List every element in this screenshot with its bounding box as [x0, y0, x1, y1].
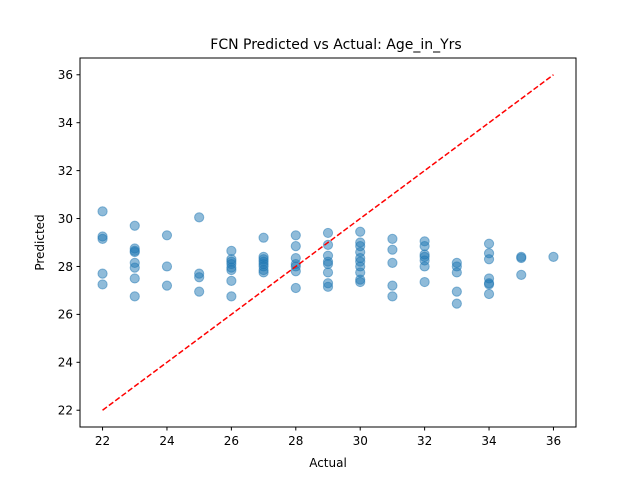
data-point: [483, 254, 495, 265]
data-point: [483, 279, 495, 290]
data-point: [387, 291, 398, 302]
data-point: [129, 291, 140, 302]
x-tick-label: 24: [159, 434, 174, 448]
data-point: [516, 269, 527, 280]
data-point: [516, 252, 527, 264]
y-tick-label: 28: [58, 260, 73, 274]
data-point: [419, 276, 430, 288]
data-point: [97, 233, 108, 245]
y-tick-label: 32: [58, 164, 73, 178]
data-point: [97, 268, 108, 279]
data-point: [355, 226, 366, 237]
data-point: [226, 275, 237, 286]
plot-frame: [79, 57, 577, 428]
y-tick-label: 24: [58, 356, 73, 370]
data-point: [258, 232, 269, 243]
y-tick-label: 34: [58, 116, 73, 130]
data-point: [355, 276, 366, 288]
data-point: [129, 262, 140, 273]
data-point: [322, 281, 334, 292]
data-point: [129, 220, 140, 231]
x-axis-label: Actual: [309, 456, 347, 470]
data-point: [161, 261, 173, 272]
chart-title: FCN Predicted vs Actual: Age_in_Yrs: [210, 37, 461, 53]
data-point: [290, 240, 301, 252]
x-tick-label: 28: [288, 434, 303, 448]
x-tick-label: 30: [353, 434, 368, 448]
data-point: [451, 298, 462, 309]
data-point: [97, 206, 108, 217]
x-tick-label: 34: [481, 434, 496, 448]
data-point: [419, 261, 430, 272]
data-point: [97, 279, 108, 290]
y-tick-label: 36: [58, 68, 73, 82]
data-point: [161, 280, 173, 291]
data-point: [290, 282, 301, 294]
data-point: [387, 233, 398, 245]
data-point: [226, 264, 237, 276]
data-point: [226, 291, 237, 302]
data-point: [194, 286, 205, 297]
data-point: [194, 272, 205, 283]
data-point: [129, 246, 140, 258]
data-point: [290, 230, 301, 241]
data-point: [548, 251, 559, 262]
data-point: [451, 267, 462, 278]
reference-line-layer: [102, 74, 554, 411]
data-point: [387, 257, 398, 268]
data-point: [387, 244, 398, 255]
x-axis: 22 24 26 28 30 32 34 36: [95, 427, 561, 448]
y-tick-label: 30: [58, 212, 73, 226]
data-point: [322, 258, 334, 270]
data-point: [129, 273, 140, 284]
y-axis-label: Predicted: [33, 214, 47, 270]
data-point: [483, 238, 495, 249]
y-axis: 22 24 26 28 30 32 34 36: [58, 68, 80, 418]
y-tick-label: 22: [58, 404, 73, 418]
y-tick-label: 26: [58, 308, 73, 322]
reference-line: [102, 74, 554, 411]
x-tick-label: 32: [417, 434, 432, 448]
data-point: [387, 280, 398, 291]
data-point: [483, 288, 495, 300]
points-layer: [97, 206, 559, 309]
data-point: [322, 239, 334, 250]
data-point: [322, 227, 334, 239]
data-point: [322, 267, 334, 278]
x-tick-label: 36: [546, 434, 561, 448]
data-point: [194, 212, 205, 223]
data-point: [226, 245, 237, 256]
x-tick-label: 26: [224, 434, 239, 448]
data-point: [419, 240, 430, 252]
data-point: [451, 286, 462, 297]
data-point: [161, 230, 173, 241]
data-point: [258, 267, 269, 278]
x-tick-label: 22: [95, 434, 110, 448]
